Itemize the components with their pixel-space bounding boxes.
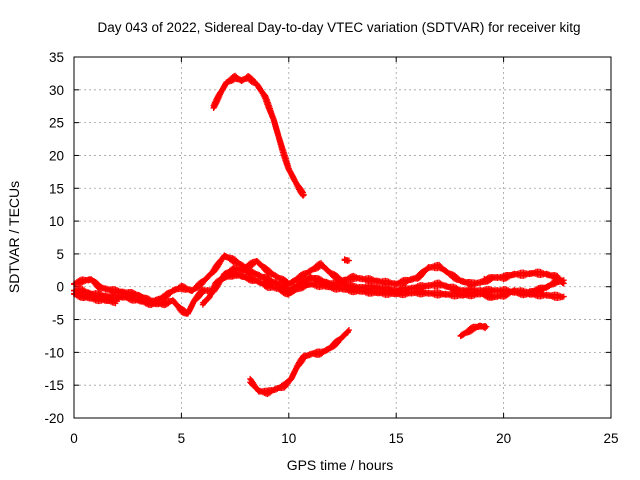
y-tick-label: -5	[52, 313, 64, 328]
y-tick-label: -20	[44, 411, 64, 426]
y-tick-label: 15	[49, 181, 64, 196]
data-point-marker	[113, 298, 120, 305]
y-tick-labels: -20 -15 -10 -5 0 5 10 15 20 25 30 35	[44, 50, 64, 426]
data-points	[71, 72, 567, 398]
data-point-marker	[345, 327, 352, 334]
x-axis-label: GPS time / hours	[287, 457, 394, 473]
y-tick-label: 35	[49, 50, 64, 65]
y-tick-label: 0	[56, 280, 64, 295]
x-tick-label: 0	[70, 431, 78, 446]
data-point-marker	[300, 192, 307, 199]
y-tick-label: 20	[49, 148, 64, 163]
series-points-isolated	[341, 256, 488, 282]
data-point-marker	[483, 323, 490, 330]
grid-lines	[74, 57, 611, 418]
x-tick-label: 5	[178, 431, 186, 446]
x-tick-label: 25	[603, 431, 618, 446]
y-tick-label: 30	[49, 83, 64, 98]
data-point-marker	[345, 257, 352, 264]
series-band-c	[71, 269, 567, 308]
data-point-marker	[300, 191, 307, 198]
plot-frame	[73, 56, 612, 419]
x-tick-label: 15	[389, 431, 404, 446]
y-tick-label: -15	[44, 378, 64, 393]
y-axis-label: SDTVAR / TECUs	[6, 181, 22, 293]
data-point-marker	[560, 277, 567, 284]
y-tick-label: 5	[56, 247, 64, 262]
data-point-marker	[560, 293, 567, 300]
x-tick-label: 20	[496, 431, 511, 446]
chart-title: Day 043 of 2022, Sidereal Day-to-day VTE…	[98, 20, 581, 35]
y-tick-label: 25	[49, 116, 64, 131]
y-tick-label: 10	[49, 214, 64, 229]
series-arc-top	[210, 72, 307, 199]
series-arc-bottom	[247, 327, 352, 398]
series-arc-mid-right	[457, 322, 490, 340]
data-point-marker	[481, 275, 488, 282]
y-tick-label: -10	[44, 345, 64, 360]
x-tick-label: 10	[281, 431, 296, 446]
x-tick-labels: 0 5 10 15 20 25	[70, 431, 618, 446]
